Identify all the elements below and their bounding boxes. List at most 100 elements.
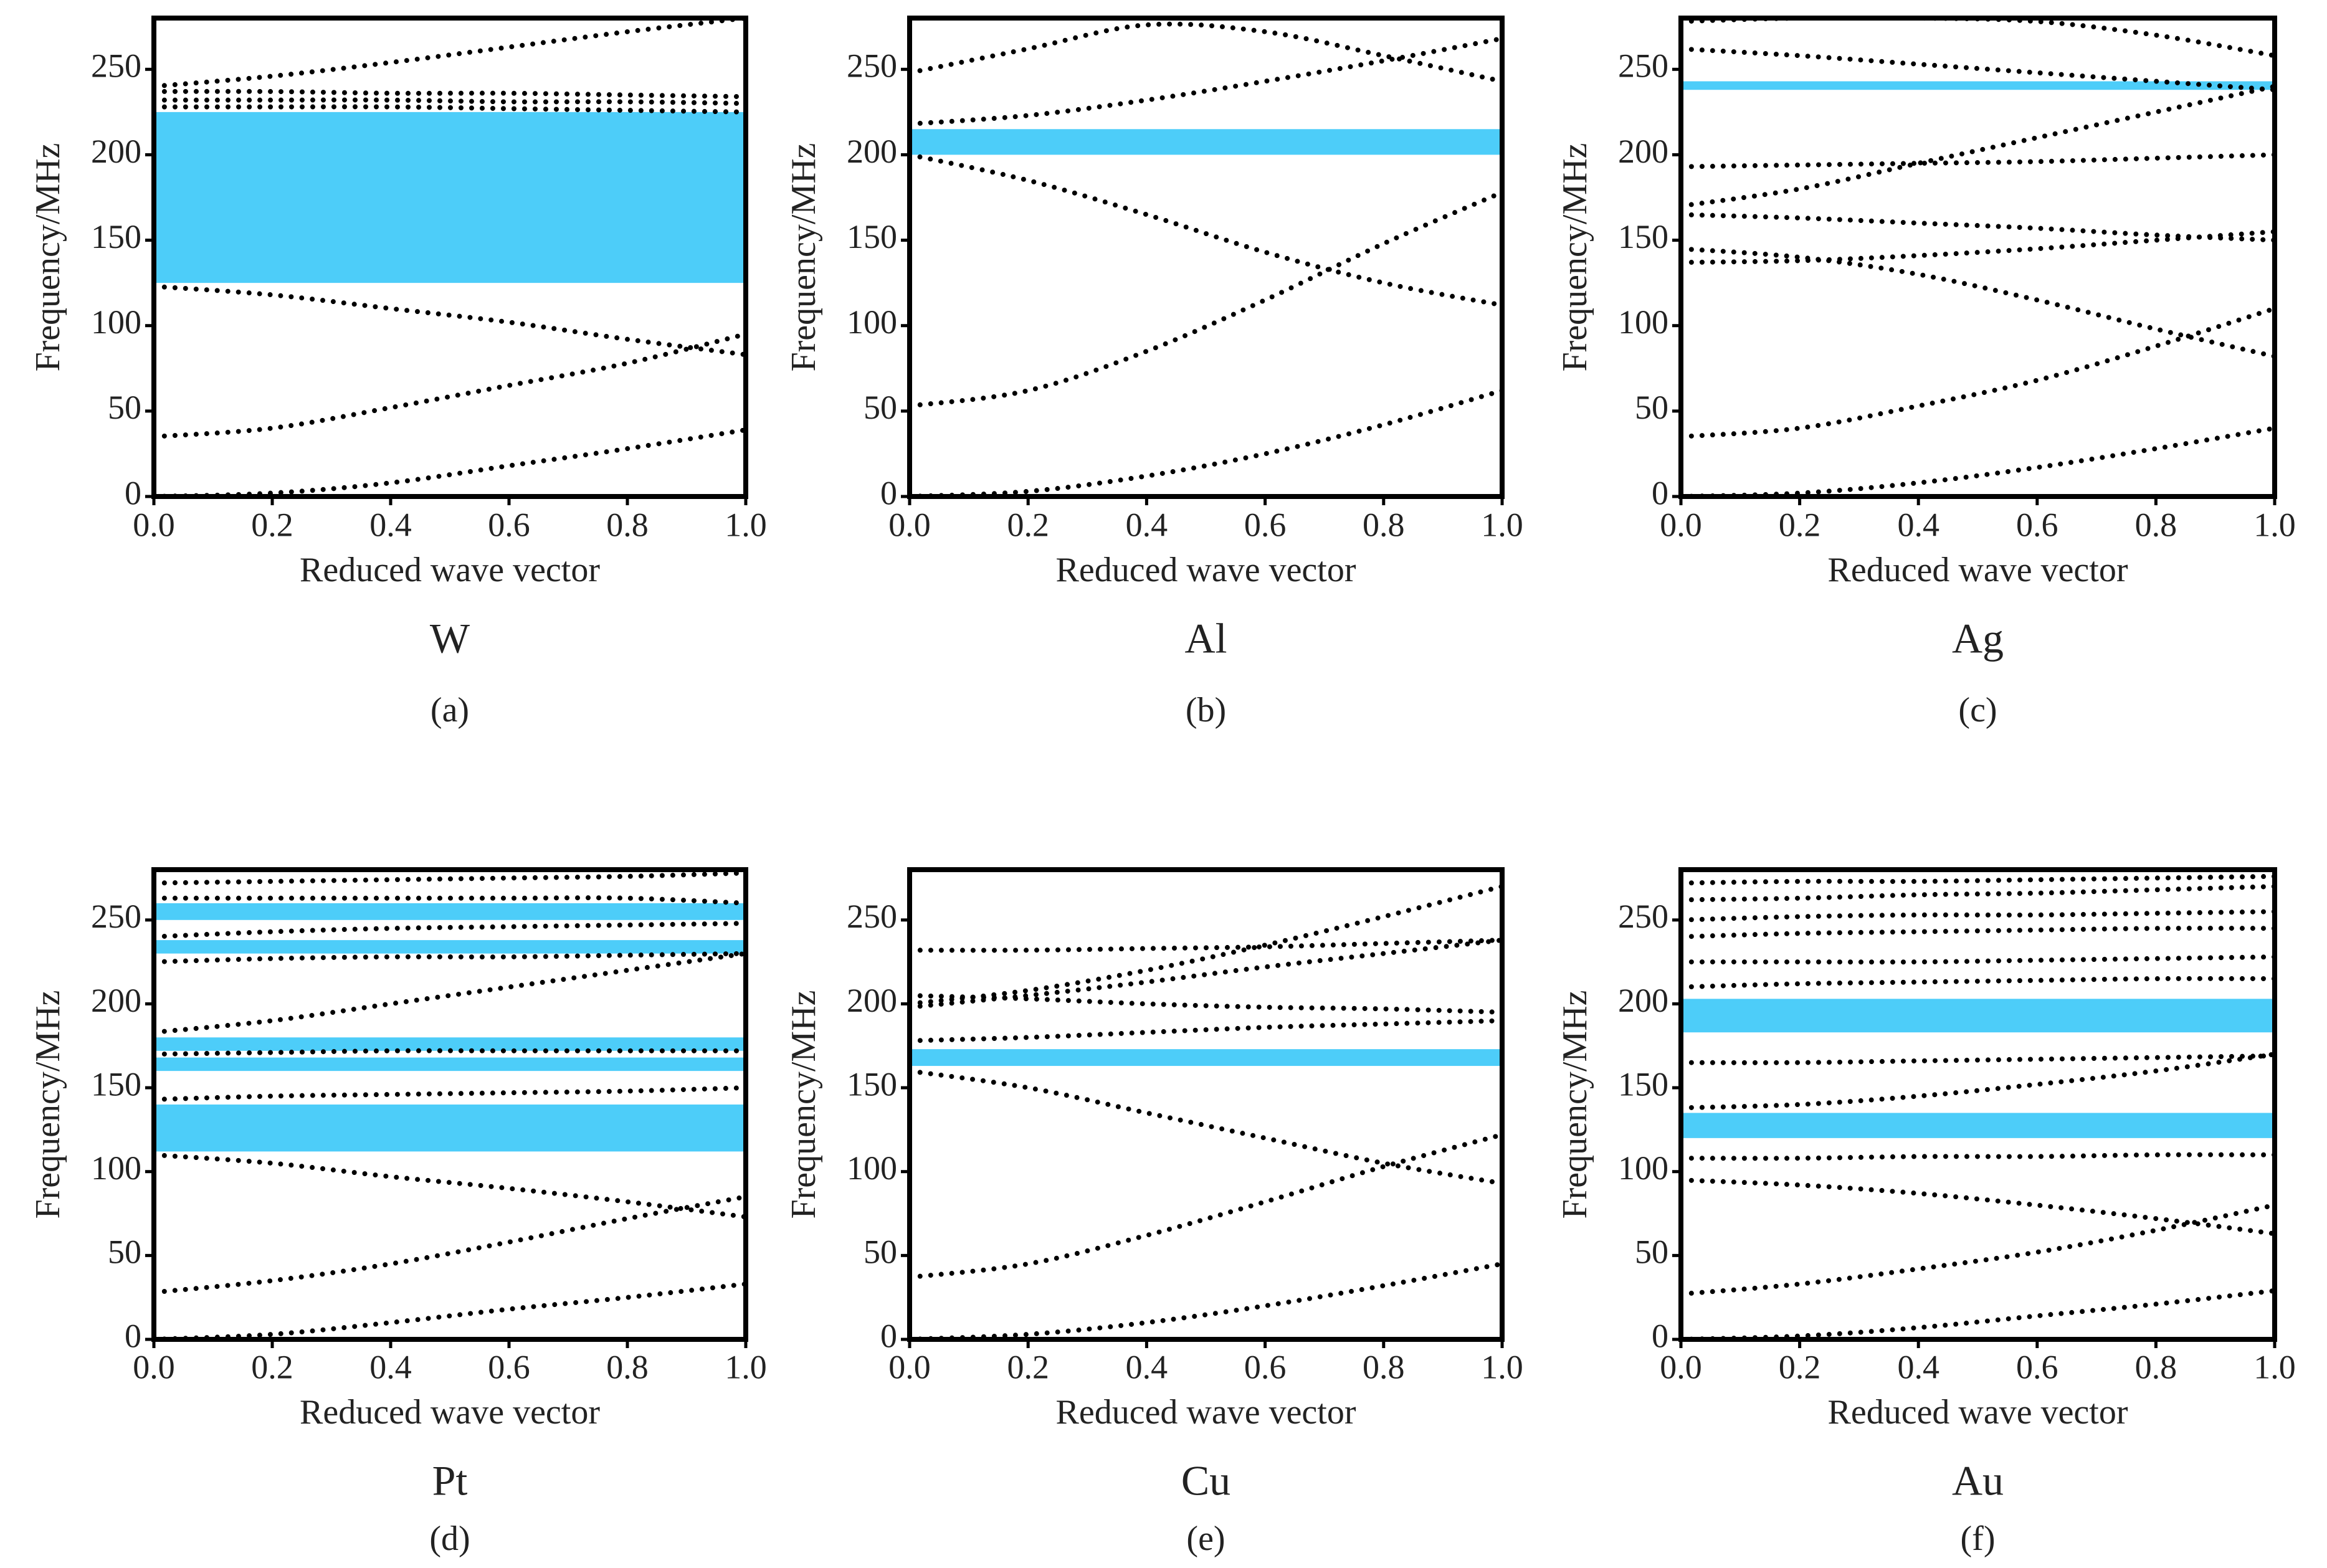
- x-tick-label: 1.0: [725, 506, 767, 543]
- y-tick-label: 200: [847, 982, 897, 1019]
- band-gap: [1681, 1113, 2275, 1138]
- plot-frame: [907, 867, 1505, 1342]
- y-tick-label: 100: [91, 1149, 141, 1187]
- x-tick-label: 0.2: [251, 1348, 293, 1385]
- panel-label: (c): [1958, 691, 1997, 729]
- plot-frame: [1678, 16, 2277, 499]
- y-tick-label: 200: [1618, 982, 1668, 1019]
- x-axis-label: Reduced wave vector: [1828, 551, 2128, 589]
- x-tick-label: 0.0: [888, 1348, 931, 1385]
- x-tick-label: 1.0: [1481, 506, 1523, 543]
- x-tick-label: 1.0: [2253, 506, 2296, 543]
- y-axis-label: Frequency/MHz: [29, 143, 67, 371]
- dispersion-curve: [1681, 909, 2275, 923]
- y-tick-label: 0: [125, 1317, 141, 1354]
- dispersion-curve: [910, 1261, 1502, 1339]
- dispersion-curve: [1681, 212, 2275, 243]
- dispersion-curve: [910, 883, 1502, 1007]
- panel: 0 50 100 150 200 250 0.0 0.2 0.4 0.6 0.8 1.0 Reduced…: [784, 867, 1523, 1558]
- dispersion-curve: [1681, 883, 2275, 903]
- dispersion-curve: [154, 921, 746, 939]
- x-tick-label: 0.6: [488, 506, 530, 543]
- x-tick-label: 0.8: [2135, 1348, 2177, 1385]
- y-tick-label: 50: [864, 1233, 897, 1271]
- band-gap: [910, 1049, 1502, 1067]
- y-tick-label: 100: [847, 1149, 897, 1187]
- panel: 0 50 100 150 200 250 0.0 0.2 0.4 0.6 0.8 1.0 Reduced…: [29, 16, 767, 729]
- x-tick-label: 0.0: [1660, 1348, 1702, 1385]
- y-tick-label: 250: [1618, 47, 1668, 85]
- x-tick-label: 1.0: [2253, 1348, 2296, 1385]
- x-tick-label: 0.8: [1363, 506, 1405, 543]
- x-tick-label: 0.4: [1897, 1348, 1939, 1385]
- y-tick-label: 0: [1652, 474, 1668, 511]
- band-gap: [154, 940, 746, 954]
- dispersion-curve: [1681, 229, 2275, 265]
- panel: 0 50 100 150 200 250 0.0 0.2 0.4 0.6 0.8 1.0 Reduced…: [784, 16, 1523, 729]
- plot-frame: [151, 867, 748, 1342]
- x-tick-label: 0.6: [2016, 506, 2058, 543]
- panel-label: (f): [1961, 1519, 1996, 1558]
- band-gap: [1681, 81, 2275, 90]
- y-axis-label: Frequency/MHz: [29, 990, 67, 1219]
- band-gap: [154, 1037, 746, 1051]
- dispersion-curve: [154, 951, 746, 965]
- y-axis-label: Frequency/MHz: [784, 990, 823, 1219]
- y-tick-label: 150: [1618, 218, 1668, 255]
- x-tick-label: 0.6: [488, 1348, 530, 1385]
- y-tick-label: 150: [1618, 1065, 1668, 1103]
- panel-title: Al: [1185, 615, 1227, 662]
- dispersion-curve: [154, 18, 746, 89]
- y-tick-label: 150: [91, 218, 141, 255]
- dispersion-curve: [154, 1281, 746, 1339]
- dispersion-curve: [1681, 152, 2275, 169]
- panel-title: Cu: [1181, 1457, 1230, 1504]
- x-tick-label: 0.4: [369, 506, 412, 543]
- x-tick-label: 0.2: [1779, 506, 1821, 543]
- y-tick-label: 100: [1618, 1149, 1668, 1187]
- dispersion-curve: [1681, 1202, 2275, 1297]
- x-tick-label: 0.2: [251, 506, 293, 543]
- y-tick-label: 50: [1635, 389, 1668, 426]
- y-tick-label: 200: [847, 133, 897, 170]
- dispersion-curve: [154, 1152, 746, 1220]
- panel-title: W: [430, 615, 470, 662]
- x-tick-label: 0.0: [888, 506, 931, 543]
- x-tick-label: 0.2: [1007, 506, 1049, 543]
- dispersion-curve: [1681, 1177, 2275, 1237]
- x-axis-label: Reduced wave vector: [1056, 1393, 1356, 1432]
- x-tick-label: 0.4: [369, 1348, 412, 1385]
- dispersion-curve: [910, 152, 1502, 308]
- band-gap: [1681, 999, 2275, 1033]
- panel: 0 50 100 150 200 250 0.0 0.2 0.4 0.6 0.8 1.0 Reduced…: [1556, 867, 2296, 1558]
- dispersion-curve: [1681, 306, 2275, 439]
- panel-title: Au: [1952, 1457, 2004, 1504]
- band-gap: [154, 1105, 746, 1152]
- x-tick-label: 0.0: [133, 1348, 175, 1385]
- x-tick-label: 0.4: [1126, 1348, 1168, 1385]
- band-gap: [910, 129, 1502, 155]
- y-tick-label: 0: [125, 474, 141, 511]
- dispersion-curve: [910, 938, 1502, 1010]
- dispersion-curve: [910, 21, 1502, 84]
- x-tick-label: 0.8: [1363, 1348, 1405, 1385]
- dispersion-curve: [1681, 976, 2275, 990]
- dispersion-curve: [154, 1194, 746, 1295]
- band-gap: [154, 1057, 746, 1071]
- x-tick-label: 0.4: [1126, 506, 1168, 543]
- panel-label: (b): [1186, 691, 1226, 729]
- dispersion-curve: [154, 331, 746, 439]
- x-tick-label: 0.0: [133, 506, 175, 543]
- dispersion-curve: [1681, 1052, 2275, 1111]
- dispersion-curve: [1681, 926, 2275, 939]
- y-tick-label: 0: [880, 474, 897, 511]
- dispersion-curve: [154, 951, 746, 1035]
- x-axis-label: Reduced wave vector: [300, 551, 600, 589]
- x-tick-label: 0.6: [1244, 1348, 1287, 1385]
- y-tick-label: 50: [864, 389, 897, 426]
- x-tick-label: 0.4: [1897, 506, 1939, 543]
- dispersion-curve: [910, 1132, 1502, 1280]
- plot-frame: [151, 16, 748, 499]
- x-axis-label: Reduced wave vector: [1828, 1393, 2128, 1432]
- x-tick-label: 0.6: [1244, 506, 1287, 543]
